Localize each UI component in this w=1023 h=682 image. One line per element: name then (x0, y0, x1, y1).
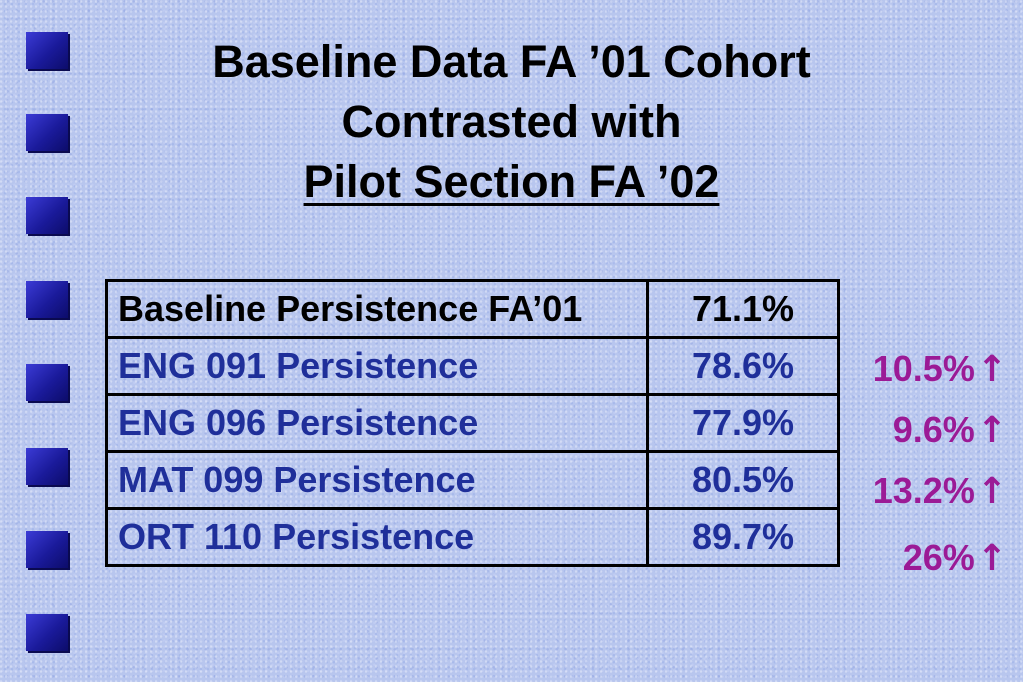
row-label: ENG 096 Persistence (105, 393, 649, 453)
bullet-square-icon (26, 364, 68, 401)
bullet-column (26, 0, 70, 682)
title-line-3: Pilot Section FA ’02 (303, 156, 720, 207)
slide-title: Baseline Data FA ’01 Cohort Contrasted w… (100, 32, 923, 212)
row-value: 89.7% (646, 507, 840, 567)
change-value: 9.6% (892, 409, 975, 450)
change-column: 10.5%↑ 9.6%↑ 13.2%↑ 26%↑ (845, 0, 1015, 682)
bullet-square-icon (26, 197, 68, 234)
row-value: 78.6% (646, 336, 840, 396)
up-arrow-icon: ↑ (976, 538, 1007, 579)
up-arrow-icon: ↑ (976, 410, 1007, 451)
bullet-square-icon (26, 281, 68, 318)
bullet-square-icon (26, 114, 68, 151)
bullet-square-icon (26, 448, 68, 485)
change-value: 26% (902, 537, 975, 578)
title-line-2: Contrasted with (341, 96, 682, 147)
table-row-mat099: MAT 099 Persistence 80.5% (105, 450, 840, 510)
bullet-square-icon (26, 614, 68, 651)
bullet-square-icon (26, 531, 68, 568)
row-label: ENG 091 Persistence (105, 336, 649, 396)
persistence-table: Baseline Persistence FA’01 71.1% ENG 091… (105, 279, 840, 567)
row-label: ORT 110 Persistence (105, 507, 649, 567)
change-ort110: 26%↑ (903, 537, 1007, 579)
row-value: 77.9% (646, 393, 840, 453)
up-arrow-icon: ↑ (976, 471, 1007, 512)
row-value: 71.1% (646, 279, 840, 339)
table-row-ort110: ORT 110 Persistence 89.7% (105, 507, 840, 567)
change-value: 10.5% (872, 348, 975, 389)
table-row-eng096: ENG 096 Persistence 77.9% (105, 393, 840, 453)
change-mat099: 13.2%↑ (873, 470, 1007, 512)
table-row-baseline: Baseline Persistence FA’01 71.1% (105, 279, 840, 339)
change-eng096: 9.6%↑ (893, 409, 1007, 451)
change-value: 13.2% (872, 470, 975, 511)
change-eng091: 10.5%↑ (873, 348, 1007, 390)
bullet-square-icon (26, 32, 68, 69)
row-label: MAT 099 Persistence (105, 450, 649, 510)
title-line-1: Baseline Data FA ’01 Cohort (212, 36, 811, 87)
row-label: Baseline Persistence FA’01 (105, 279, 649, 339)
table-row-eng091: ENG 091 Persistence 78.6% (105, 336, 840, 396)
row-value: 80.5% (646, 450, 840, 510)
up-arrow-icon: ↑ (976, 349, 1007, 390)
